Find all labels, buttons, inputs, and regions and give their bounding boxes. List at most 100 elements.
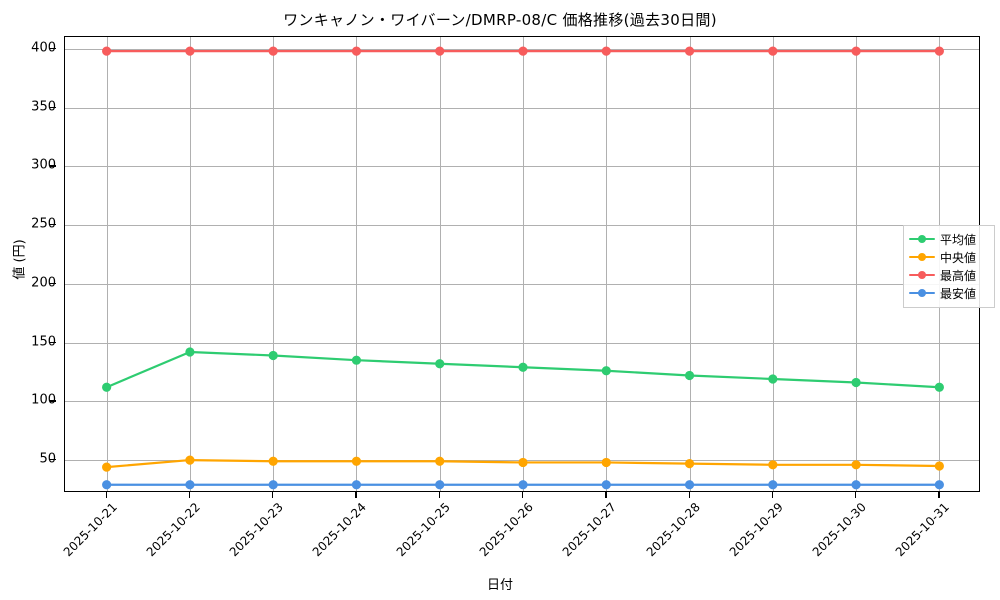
series-data-point — [435, 480, 445, 490]
gridline-vertical — [772, 37, 774, 491]
x-axis-tick-marks — [64, 492, 980, 500]
series-data-point — [518, 457, 528, 468]
series-data-point — [268, 350, 278, 361]
x-axis-tick-label: 2025-10-24 — [310, 500, 370, 560]
y-axis-tick-label: 250 — [31, 216, 56, 232]
x-axis-tick-mark — [688, 492, 690, 498]
series-data-point — [268, 456, 278, 466]
x-axis-tick-label: 2025-10-21 — [60, 500, 120, 560]
series-data-point — [768, 480, 778, 490]
x-axis-tick-mark — [272, 492, 274, 498]
legend-color-swatch — [909, 286, 935, 300]
y-axis-tick-mark — [50, 224, 56, 226]
legend-color-swatch — [909, 268, 935, 282]
series-data-point — [684, 480, 695, 490]
plot-area — [64, 36, 980, 492]
legend-item[interactable]: 最高値 — [909, 266, 989, 284]
gridline-horizontal — [65, 107, 979, 109]
legend-item-label: 最安値 — [940, 286, 977, 301]
legend-item[interactable]: 中央値 — [909, 248, 989, 266]
x-axis-tick-label: 2025-10-31 — [893, 500, 953, 560]
y-axis-tick-label: 100 — [31, 392, 56, 408]
legend-item[interactable]: 平均値 — [909, 230, 989, 248]
gridline-vertical — [689, 37, 691, 491]
series-data-point — [601, 457, 611, 468]
series-data-point — [185, 455, 195, 465]
y-axis-title: 値 (円) — [12, 239, 28, 280]
series-data-point — [684, 46, 695, 56]
series-data-point — [518, 480, 528, 490]
y-axis-tick-mark — [50, 341, 56, 343]
series-data-point — [934, 480, 944, 490]
x-axis-tick-label: 2025-10-28 — [643, 500, 703, 560]
gridline-horizontal — [65, 225, 979, 227]
series-data-point — [351, 46, 362, 56]
y-axis-tick-mark — [50, 165, 56, 167]
series-data-point — [351, 456, 362, 466]
series-data-point — [768, 460, 778, 470]
x-axis-tick-mark — [771, 492, 774, 498]
series-data-point — [351, 480, 362, 490]
y-axis-tick-label: 300 — [31, 157, 56, 173]
series-data-point — [601, 366, 611, 376]
x-axis-tick-label: 2025-10-30 — [809, 500, 869, 560]
gridline-horizontal — [65, 283, 979, 285]
x-axis-tick-mark — [855, 492, 857, 498]
series-data-point — [102, 46, 112, 56]
legend-item-label: 最高値 — [940, 268, 977, 283]
y-axis-tick-mark — [50, 282, 56, 285]
series-data-point — [185, 480, 195, 490]
y-axis-tick-label: 50 — [39, 451, 56, 467]
series-data-point — [185, 347, 195, 357]
series-data-point — [351, 355, 362, 365]
series-data-point — [768, 46, 778, 56]
series-data-point — [435, 456, 445, 466]
y-axis-tick-labels: 50 100 150 200 250 300 350 400 — [0, 36, 56, 492]
x-axis-tick-label: 2025-10-23 — [226, 500, 287, 560]
legend-color-swatch — [909, 250, 935, 264]
gridline-vertical — [356, 37, 358, 491]
legend-color-swatch — [909, 232, 935, 246]
legend-item-label: 平均値 — [940, 232, 977, 247]
chart-legend: 平均値中央値最高値最安値 — [903, 225, 995, 308]
series-data-point — [851, 480, 861, 490]
x-axis-tick-mark — [105, 492, 107, 498]
gridline-horizontal — [65, 342, 979, 344]
series-data-point — [601, 480, 611, 490]
series-data-point — [185, 46, 195, 56]
x-axis-title: 日付 — [486, 578, 513, 593]
series-data-point — [435, 359, 445, 369]
gridline-vertical — [273, 37, 275, 491]
y-axis-tick-mark — [50, 400, 56, 402]
gridline-vertical — [189, 37, 191, 491]
legend-item[interactable]: 最安値 — [909, 284, 989, 302]
series-data-point — [934, 461, 944, 471]
y-axis-tick-mark — [50, 106, 56, 108]
x-axis-tick-mark — [938, 492, 940, 498]
legend-item-label: 中央値 — [940, 250, 977, 265]
series-data-point — [435, 46, 445, 56]
x-axis-tick-mark — [605, 492, 607, 498]
series-data-point — [851, 377, 861, 388]
series-data-point — [934, 382, 944, 392]
y-axis-tick-mark — [50, 459, 56, 461]
gridline-vertical — [856, 37, 858, 491]
series-data-point — [684, 370, 695, 381]
chart-title: ワンキャノン・ワイバーン/DMRP-08/C 価格推移(過去30日間) — [283, 11, 717, 29]
series-data-point — [934, 46, 944, 56]
x-axis-tick-mark — [355, 492, 357, 498]
x-axis-tick-labels: 2025-10-21 2025-10-22 2025-10-23 2025-10-24… — [60, 500, 980, 562]
gridline-horizontal — [65, 401, 979, 403]
y-axis-tick-label: 400 — [31, 40, 56, 56]
series-data-point — [102, 480, 112, 490]
gridline-vertical — [106, 37, 108, 491]
series-data-point — [601, 46, 611, 56]
series-data-point — [684, 459, 695, 469]
series-layer — [102, 46, 944, 490]
series-data-point — [518, 362, 528, 372]
series-data-point — [768, 374, 778, 384]
x-axis-tick-label: 2025-10-26 — [476, 500, 536, 560]
gridline-horizontal — [65, 166, 979, 168]
y-axis-tick-mark — [50, 47, 56, 50]
